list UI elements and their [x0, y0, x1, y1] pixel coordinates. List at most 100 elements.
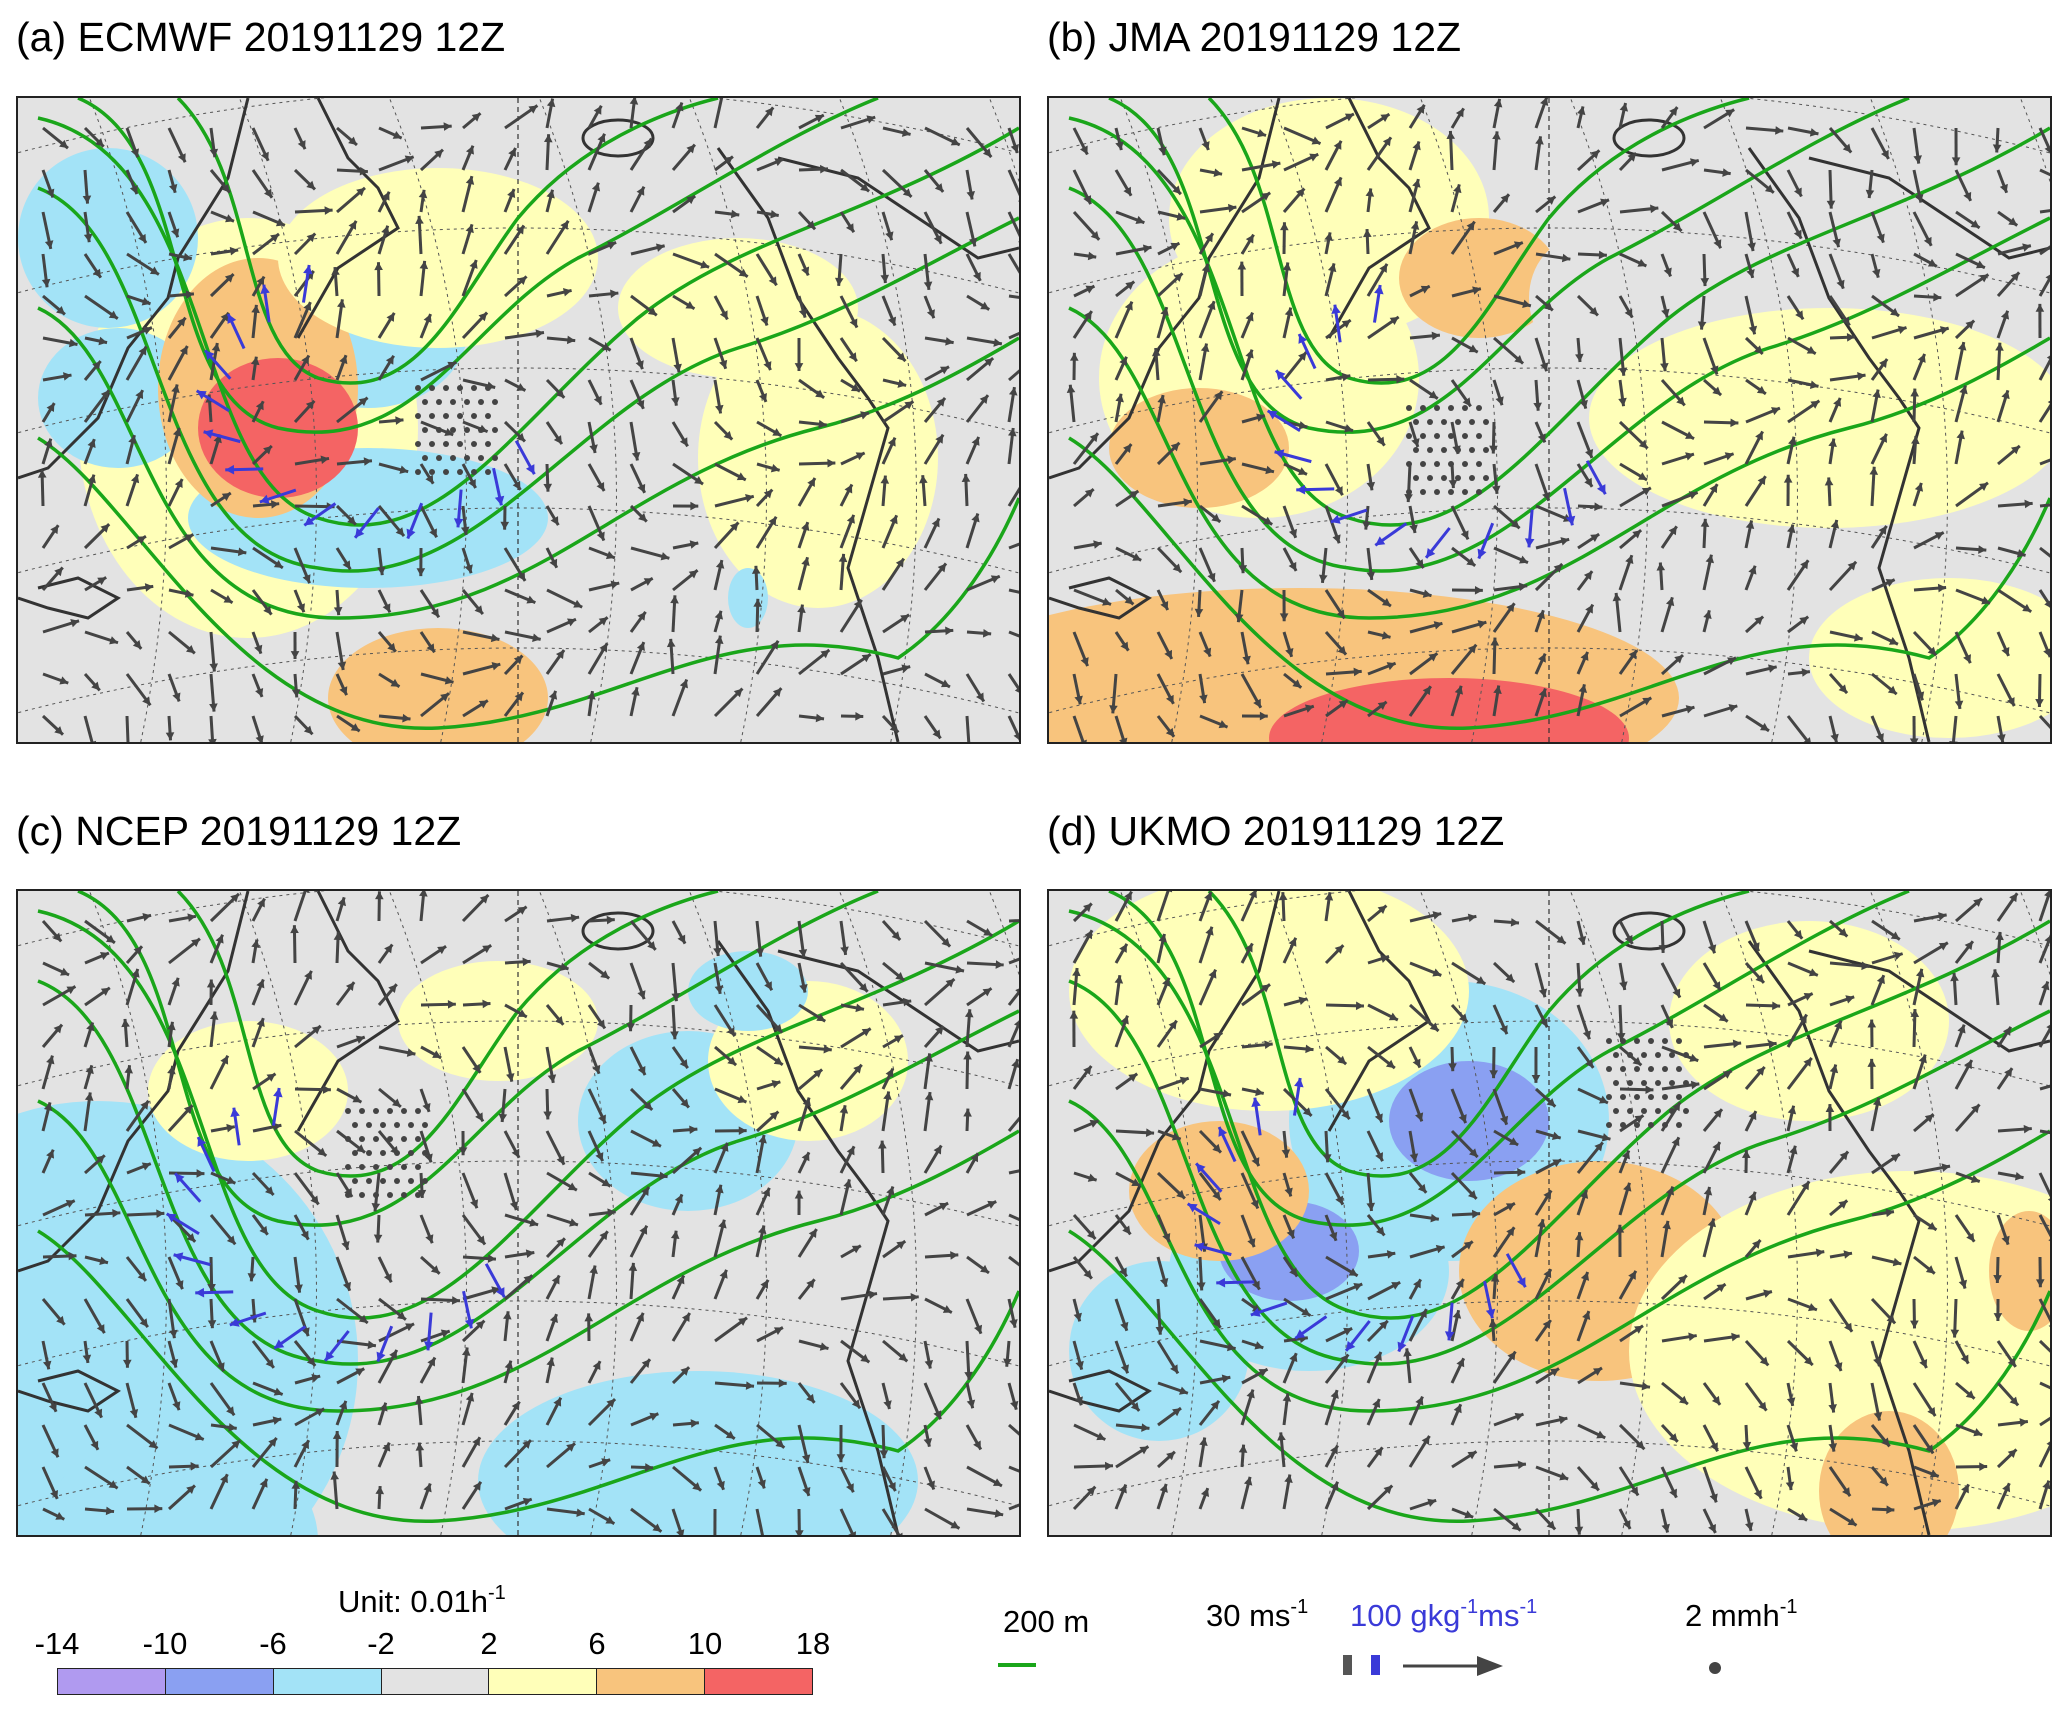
wind-vector-head	[1553, 563, 1563, 573]
wind-vector-head	[1925, 1444, 1934, 1454]
wind-vector-head	[526, 595, 536, 604]
wind-vector-head	[846, 514, 855, 524]
wind-vector-head	[470, 1199, 479, 1209]
wind-vector-head	[849, 318, 858, 328]
wind-vector-head	[207, 1283, 216, 1292]
wind-vector	[1007, 1019, 1019, 1048]
wind-vector-head	[1577, 106, 1586, 116]
wind-vector-head	[760, 316, 769, 326]
wind-vector-head	[1803, 737, 1811, 742]
wind-vector-head	[1086, 1230, 1096, 1240]
wind-vector	[2038, 1026, 2050, 1048]
map-panel-b	[1047, 96, 2052, 744]
moisture-flux-vector-head	[173, 1252, 184, 1262]
wind-vector-head	[183, 1105, 193, 1115]
wind-vector-head	[645, 1463, 654, 1472]
wind-vector-head	[522, 957, 531, 967]
shading-area	[1389, 1061, 1549, 1181]
graticule-line	[1719, 891, 1798, 1535]
wind-vector-head	[1589, 306, 1598, 316]
wind-vector-head	[1878, 525, 1887, 535]
wind-vector-head	[1546, 1520, 1556, 1530]
wind-vector-head	[469, 260, 478, 269]
wind-vector-head	[1211, 513, 1221, 522]
geopotential-contour	[1068, 1099, 2050, 1413]
wind-vector-head	[92, 268, 101, 278]
wind-vector	[2038, 1339, 2050, 1353]
wind-vector-head	[715, 560, 725, 569]
wind-vector-head	[1329, 1231, 1338, 1241]
wind-vector-head	[2046, 355, 2050, 360]
wind-vector-head	[601, 342, 611, 351]
wind-vector-head	[374, 262, 383, 271]
wind-vector-head	[270, 500, 280, 509]
wind-vector-head	[184, 534, 194, 543]
wind-vector-head	[1724, 452, 1734, 461]
wind-vector-head	[1861, 961, 1870, 971]
wind-vector-head	[1808, 968, 1818, 977]
wind-vector-head	[1775, 126, 1784, 135]
wind-vector-head	[1886, 1314, 1896, 1324]
graticule-line	[1049, 891, 2050, 947]
moisture-flux-vector-head	[495, 1287, 505, 1298]
precip-dot	[1448, 433, 1454, 439]
wind-vector-head	[216, 1362, 225, 1372]
wind-vector-head	[225, 214, 234, 223]
wind-vector-head	[1280, 222, 1289, 231]
wind-vector-head	[1950, 973, 1959, 982]
wind-vector-head	[1991, 969, 2000, 978]
wind-vector-head	[1803, 992, 1813, 1001]
wind-vector-head	[1409, 1153, 1419, 1162]
wind-vector-head	[1833, 397, 1842, 407]
wind-vector-head	[1594, 1142, 1603, 1152]
wind-vector-head	[1997, 734, 2006, 742]
precip-dot	[415, 469, 421, 475]
wind-vector-head	[511, 1148, 520, 1158]
wind-vector-head	[760, 1279, 769, 1289]
wind-vector-head	[337, 661, 347, 671]
precip-dot	[1483, 475, 1489, 481]
graticule-line	[238, 891, 317, 1535]
wind-vector-head	[1119, 1267, 1127, 1277]
wind-vector-head	[1122, 1225, 1131, 1235]
wind-vector-head	[1748, 1191, 1757, 1201]
wind-vector-head	[966, 1399, 976, 1409]
wind-vector-head	[390, 678, 400, 687]
coastline	[716, 147, 900, 742]
wind-vector-head	[53, 1024, 63, 1034]
wind-vector-head	[1757, 476, 1766, 486]
precip-dot	[443, 441, 449, 447]
moisture-flux-vector-head	[1296, 484, 1306, 495]
wind-vector-head	[844, 484, 853, 494]
wind-vector-head	[592, 1361, 601, 1371]
precip-dot	[1620, 1066, 1626, 1072]
wind-vector-head	[1466, 557, 1476, 566]
wind-vector-head	[2044, 600, 2050, 608]
wind-vector-head	[1389, 316, 1399, 325]
wind-vector-head	[1448, 479, 1458, 489]
wind-vector-head	[1373, 1351, 1382, 1361]
wind-vector-head	[1431, 331, 1440, 341]
wind-vector-head	[1789, 1442, 1799, 1452]
wind-vector-head	[801, 1454, 811, 1464]
wind-vector-head	[2007, 1449, 2017, 1459]
wind-vector-head	[208, 738, 217, 742]
wind-vector-head	[979, 395, 988, 405]
graticule-line	[88, 98, 167, 742]
wind-vector-head	[677, 934, 686, 944]
wind-vector-head	[50, 1489, 59, 1499]
wind-vector-head	[1551, 1131, 1561, 1141]
wind-vector-head	[1575, 353, 1584, 362]
wind-vector-head	[973, 1440, 981, 1450]
wind-vector-head	[1722, 168, 1731, 177]
precip-dot	[408, 1150, 414, 1156]
wind-vector-head	[1201, 263, 1211, 273]
wind-vector-head	[221, 183, 230, 193]
wind-vector-head	[1712, 1142, 1721, 1152]
precip-dot	[1627, 1108, 1633, 1114]
wind-vector-head	[1748, 325, 1758, 335]
wind-vector-head	[1335, 1195, 1343, 1205]
wind-vector-head	[1366, 571, 1376, 580]
wind-vector-head	[1467, 644, 1477, 654]
coastline	[1327, 891, 1431, 1132]
